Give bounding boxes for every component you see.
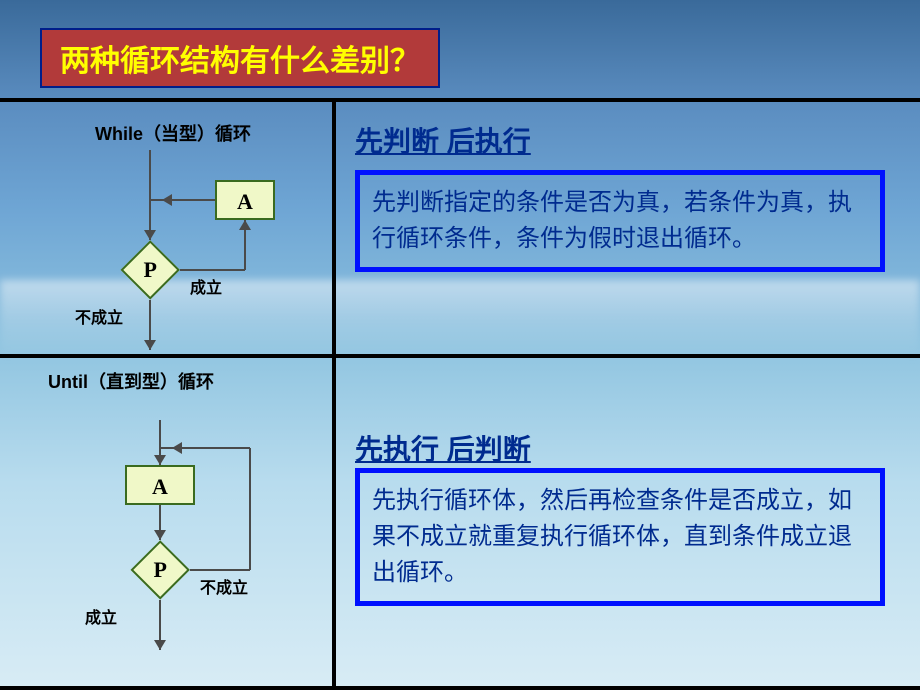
while-arrows — [60, 150, 320, 360]
until-subheading-text: 先执行 后判断 — [355, 434, 531, 465]
while-node-p-label: P — [131, 251, 169, 289]
while-description: 先判断指定的条件是否为真，若条件为真，执行循环条件，条件为假时退出循环。 — [355, 170, 885, 272]
while-flowchart: A P 成立 不成立 — [60, 150, 320, 350]
until-label-false: 不成立 — [200, 574, 248, 598]
until-description-text: 先执行循环体，然后再检查条件是否成立，如果不成立就重复执行循环体，直到条件成立退… — [372, 487, 852, 586]
until-section-label: Until（直到型）循环 — [48, 368, 214, 394]
while-label-true: 成立 — [190, 274, 222, 298]
until-arrows — [60, 410, 320, 670]
until-description: 先执行循环体，然后再检查条件是否成立，如果不成立就重复执行循环体，直到条件成立退… — [355, 468, 885, 606]
page-title: 两种循环结构有什么差别？ — [40, 28, 440, 88]
while-section-label-text: While（当型）循环 — [95, 124, 251, 144]
until-label-true: 成立 — [85, 604, 117, 628]
divider-h3 — [0, 686, 920, 690]
while-section-label: While（当型）循环 — [95, 120, 251, 146]
until-section-label-text: Until（直到型）循环 — [48, 372, 214, 392]
while-description-text: 先判断指定的条件是否为真，若条件为真，执行循环条件，条件为假时退出循环。 — [372, 189, 852, 252]
divider-v — [332, 98, 336, 686]
while-node-a: A — [215, 180, 275, 220]
while-subheading: 先判断 后执行 — [355, 120, 531, 160]
until-flowchart: A P 成立 不成立 — [60, 410, 320, 670]
while-subheading-text: 先判断 后执行 — [355, 126, 531, 157]
divider-h1 — [0, 98, 920, 102]
until-node-a: A — [125, 465, 195, 505]
page-title-text: 两种循环结构有什么差别？ — [60, 45, 420, 78]
while-label-false: 不成立 — [75, 304, 123, 328]
until-subheading: 先执行 后判断 — [355, 428, 531, 468]
until-node-p-label: P — [141, 551, 179, 589]
